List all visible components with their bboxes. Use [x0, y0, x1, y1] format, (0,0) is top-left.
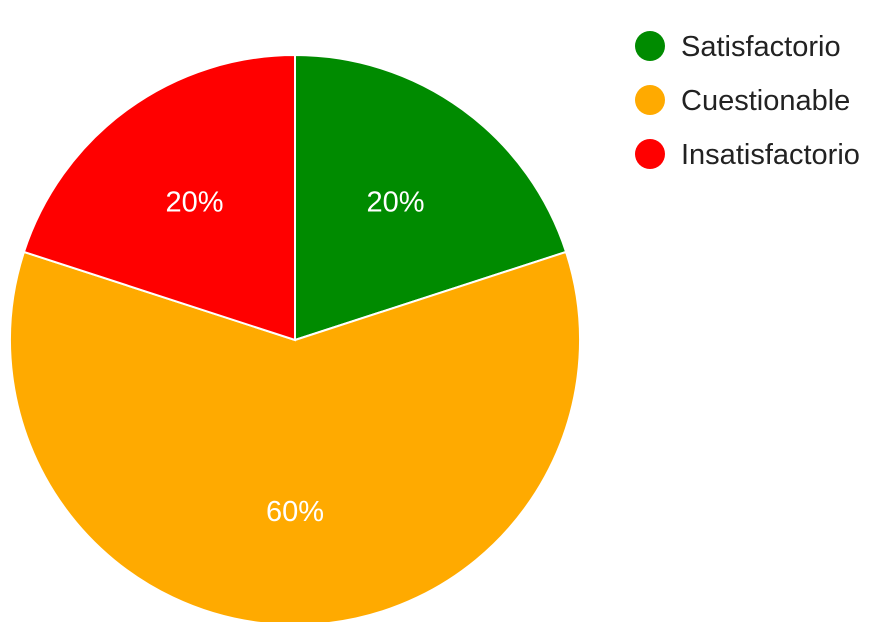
slice-label-insatisfactorio: 20% [165, 187, 223, 219]
legend-label-insatisfactorio: Insatisfactorio [681, 139, 860, 171]
legend-item-insatisfactorio: Insatisfactorio [635, 139, 860, 171]
pie-slices [9, 53, 581, 626]
legend-swatch-insatisfactorio [635, 139, 665, 169]
legend-item-satisfactorio: Satisfactorio [635, 31, 841, 63]
legend-label-satisfactorio: Satisfactorio [681, 31, 841, 63]
legend-swatch-satisfactorio [635, 31, 665, 61]
legend-label-cuestionable: Cuestionable [681, 85, 850, 117]
legend: Satisfactorio Cuestionable Insatisfactorio [635, 31, 860, 171]
legend-swatch-cuestionable [635, 85, 665, 115]
pie-slice-insatisfactorio [22, 53, 296, 342]
slice-label-cuestionable: 60% [266, 496, 324, 528]
pie-slice-satisfactorio [294, 53, 568, 342]
slice-label-satisfactorio: 20% [366, 187, 424, 219]
legend-item-cuestionable: Cuestionable [635, 85, 850, 117]
pie-slice-labels: 20% 60% 20% [165, 187, 424, 528]
